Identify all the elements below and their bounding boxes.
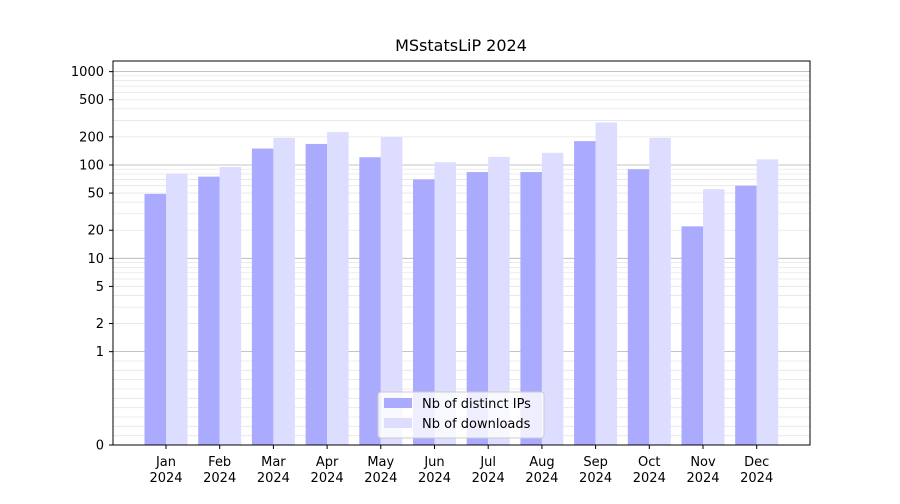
legend-swatch [384, 398, 412, 408]
y-tick-label: 0 [96, 439, 104, 454]
y-tick-label: 100 [79, 158, 104, 173]
y-tick-label: 2 [96, 317, 104, 332]
bar-distinct-ips [251, 148, 274, 445]
legend-box [377, 391, 545, 439]
x-tick-label: Mar 2024 [257, 455, 290, 486]
legend-label: Nb of downloads [422, 417, 531, 432]
x-tick-label: Dec 2024 [740, 455, 773, 486]
bar-downloads [219, 167, 242, 445]
y-tick-label: 1000 [71, 65, 104, 80]
bars [144, 122, 779, 446]
bar-downloads [273, 137, 295, 445]
y-tick-label: 500 [79, 93, 104, 108]
bar-downloads [327, 132, 349, 446]
y-tick-label: 1 [96, 345, 104, 360]
bar-distinct-ips [627, 169, 650, 446]
x-tick-label: Sep 2024 [579, 455, 612, 486]
bar-distinct-ips [574, 141, 596, 445]
bar-distinct-ips [735, 185, 757, 445]
y-tick-label: 20 [87, 224, 104, 239]
bar-downloads [166, 173, 188, 446]
x-tick-label: Oct 2024 [633, 455, 666, 486]
bar-downloads [649, 137, 671, 445]
bar-downloads [434, 162, 456, 445]
bar-distinct-ips [144, 193, 166, 445]
x-tick-label: Feb 2024 [203, 455, 236, 486]
bar-downloads [380, 136, 403, 445]
axes: 0 1 2 5 10 20 50 100 200 500 1000 Jan 2024 Feb 2024 Mar… [71, 60, 811, 486]
bar-distinct-ips [413, 179, 435, 445]
x-tick-label: Jun 2024 [418, 455, 451, 486]
x-tick-label: Nov 2024 [686, 455, 719, 486]
legend-swatch [384, 418, 412, 428]
x-tick-label: Apr 2024 [311, 455, 344, 486]
plot-frame [112, 60, 811, 446]
y-tick-label: 10 [87, 252, 104, 267]
bar-distinct-ips [198, 176, 220, 445]
bar-downloads [703, 189, 725, 445]
chart-title: MSstatsLiP 2024 [395, 36, 527, 55]
bar-distinct-ips [520, 172, 542, 445]
x-tick-label: Aug 2024 [525, 455, 558, 486]
bar-distinct-ips [359, 157, 381, 445]
y-tick-label: 5 [96, 280, 104, 295]
legend[interactable]: Nb of distinct IPs Nb of downloads [377, 391, 545, 439]
bar-downloads [541, 152, 564, 445]
bar-downloads [595, 122, 618, 445]
x-tick-label: Jan 2024 [149, 455, 182, 486]
y-tick-label: 200 [79, 130, 104, 145]
y-tick-label: 50 [87, 187, 104, 202]
bar-downloads [488, 156, 510, 445]
bar-distinct-ips [466, 172, 489, 445]
bar-distinct-ips [305, 143, 328, 445]
legend-label: Nb of distinct IPs [422, 397, 531, 412]
bar-downloads [756, 159, 779, 445]
bar-distinct-ips [681, 226, 703, 445]
x-tick-label: Jul 2024 [472, 455, 505, 486]
x-tick-label: May 2024 [364, 455, 397, 486]
